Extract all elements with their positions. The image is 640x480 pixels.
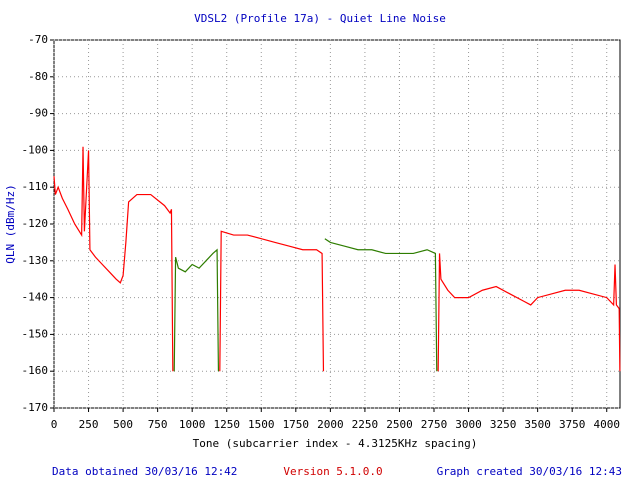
x-tick-label: 2250 — [352, 418, 379, 431]
x-tick-label: 3500 — [524, 418, 551, 431]
x-tick-label: 2000 — [317, 418, 344, 431]
y-tick-label: -140 — [22, 291, 49, 304]
y-tick-label: -150 — [22, 327, 49, 340]
x-tick-label: 1000 — [179, 418, 206, 431]
footer-left: Data obtained 30/03/16 12:42 — [52, 465, 237, 478]
y-tick-label: -120 — [22, 217, 49, 230]
x-axis-label: Tone (subcarrier index - 4.3125KHz spaci… — [193, 437, 478, 450]
noise-line — [324, 238, 438, 372]
y-axis-label: QLN (dBm/Hz) — [4, 184, 17, 263]
footer-right: Graph created 30/03/16 12:43 — [437, 465, 622, 478]
y-tick-label: -110 — [22, 180, 49, 193]
x-tick-label: 4000 — [593, 418, 620, 431]
y-tick-label: -90 — [28, 107, 48, 120]
chart-title: VDSL2 (Profile 17a) - Quiet Line Noise — [194, 12, 446, 25]
y-tick-label: -70 — [28, 33, 48, 46]
x-tick-label: 2500 — [386, 418, 413, 431]
plot-frame — [53, 39, 621, 409]
footer-center: Version 5.1.0.0 — [283, 465, 382, 478]
x-tick-label: 250 — [79, 418, 99, 431]
y-tick-label: -100 — [22, 143, 49, 156]
x-tick-label: 3250 — [490, 418, 517, 431]
noise-line — [173, 248, 220, 372]
y-tick-label: -160 — [22, 364, 49, 377]
noise-line — [437, 253, 621, 372]
noise-line — [219, 230, 325, 372]
x-tick-label: 1250 — [213, 418, 240, 431]
x-tick-label: 1750 — [283, 418, 310, 431]
noise-line — [53, 146, 174, 372]
y-tick-label: -130 — [22, 254, 49, 267]
x-tick-label: 0 — [51, 418, 58, 431]
x-tick-label: 3750 — [559, 418, 586, 431]
x-tick-label: 1500 — [248, 418, 275, 431]
x-tick-label: 2750 — [421, 418, 448, 431]
y-tick-label: -170 — [22, 401, 49, 414]
x-tick-label: 3000 — [455, 418, 482, 431]
x-tick-label: 500 — [113, 418, 133, 431]
x-tick-label: 750 — [148, 418, 168, 431]
y-tick-label: -80 — [28, 70, 48, 83]
